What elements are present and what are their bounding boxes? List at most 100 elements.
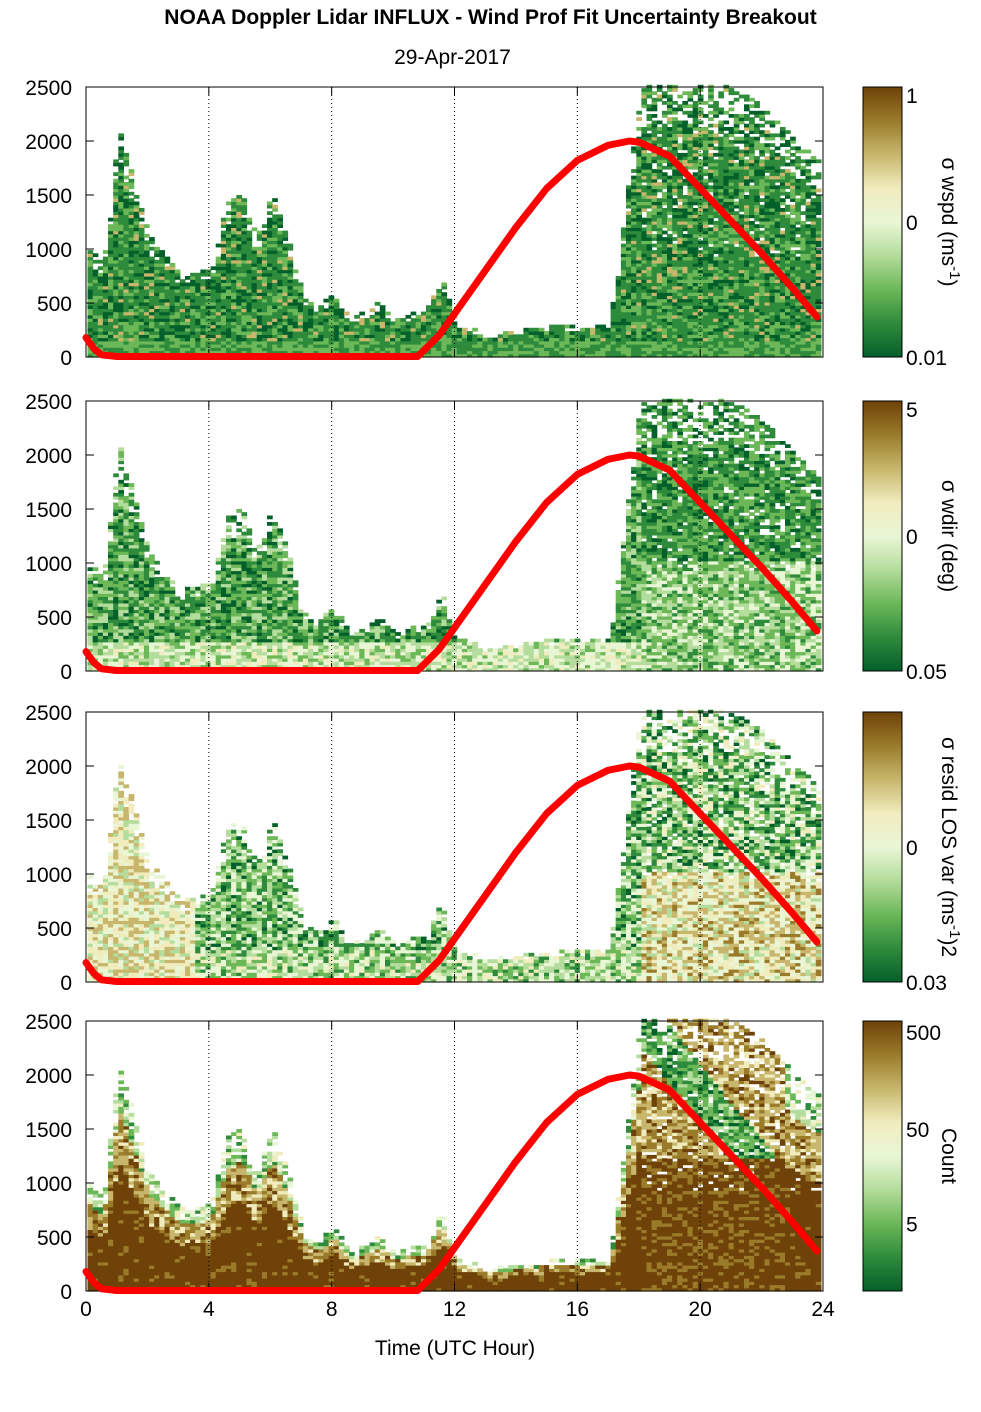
heatmap-cell bbox=[220, 272, 227, 277]
heatmap-cell bbox=[810, 269, 817, 274]
heatmap-cell bbox=[190, 340, 196, 345]
heatmap-cell bbox=[426, 353, 432, 358]
heatmap-cell bbox=[92, 298, 99, 303]
heatmap-cell bbox=[267, 243, 273, 248]
heatmap-cell bbox=[677, 350, 683, 355]
heatmap-cell bbox=[744, 230, 750, 235]
heatmap-cell bbox=[251, 318, 258, 322]
heatmap-cell bbox=[461, 347, 468, 352]
heatmap-cell bbox=[108, 314, 114, 319]
heatmap-cell bbox=[733, 301, 740, 306]
heatmap-cell bbox=[231, 340, 237, 345]
heatmap-cell bbox=[805, 259, 812, 264]
heatmap-cell bbox=[569, 347, 576, 352]
heatmap-cell bbox=[128, 185, 135, 190]
heatmap-cell bbox=[364, 340, 371, 345]
heatmap-cell bbox=[487, 340, 494, 345]
heatmap-cell bbox=[805, 149, 812, 154]
heatmap-cell bbox=[215, 289, 222, 293]
heatmap-cell bbox=[790, 298, 796, 303]
heatmap-cell bbox=[220, 285, 227, 290]
heatmap-cell bbox=[323, 324, 330, 329]
heatmap-cell bbox=[287, 344, 294, 348]
heatmap-cell bbox=[815, 292, 822, 296]
heatmap-cell bbox=[769, 198, 776, 202]
heatmap-cell bbox=[446, 308, 453, 313]
heatmap-cell bbox=[287, 321, 294, 326]
heatmap-cell bbox=[477, 340, 483, 345]
heatmap-cell bbox=[661, 143, 668, 147]
heatmap-cell bbox=[682, 224, 689, 228]
heatmap-cell bbox=[738, 120, 745, 125]
heatmap-cell bbox=[738, 347, 745, 352]
heatmap-cell bbox=[533, 337, 540, 342]
heatmap-cell bbox=[328, 314, 335, 319]
heatmap-cell bbox=[241, 233, 248, 238]
heatmap-cell bbox=[779, 253, 786, 258]
heatmap-cell bbox=[267, 253, 273, 258]
heatmap-cell bbox=[815, 243, 822, 248]
heatmap-cell bbox=[800, 350, 807, 355]
heatmap-cell bbox=[656, 311, 663, 316]
heatmap-cell bbox=[231, 211, 237, 215]
heatmap-cell bbox=[123, 256, 130, 261]
heatmap-cell bbox=[97, 308, 104, 313]
heatmap-cell bbox=[661, 298, 668, 303]
heatmap-cell bbox=[687, 240, 694, 245]
heatmap-cell bbox=[538, 353, 545, 358]
heatmap-cell bbox=[749, 162, 755, 167]
heatmap-cell bbox=[267, 217, 273, 222]
heatmap-cell bbox=[646, 224, 653, 228]
heatmap-cell bbox=[123, 175, 130, 180]
heatmap-cell bbox=[764, 224, 771, 228]
heatmap-cell bbox=[651, 159, 658, 164]
heatmap-cell bbox=[497, 334, 504, 339]
heatmap-cell bbox=[723, 185, 730, 190]
heatmap-cell bbox=[174, 314, 181, 319]
heatmap-cell bbox=[769, 301, 776, 306]
heatmap-cell bbox=[241, 314, 248, 319]
heatmap-cell bbox=[631, 233, 637, 238]
heatmap-cell bbox=[138, 263, 145, 267]
heatmap-cell bbox=[744, 321, 750, 326]
heatmap-cell bbox=[785, 195, 791, 199]
heatmap-cell bbox=[595, 344, 601, 348]
heatmap-cell bbox=[461, 331, 468, 335]
heatmap-cell bbox=[415, 337, 422, 342]
heatmap-cell bbox=[287, 266, 294, 271]
heatmap-cell bbox=[733, 311, 740, 316]
heatmap-cell bbox=[754, 127, 760, 131]
heatmap-cell bbox=[795, 227, 801, 232]
heatmap-cell bbox=[779, 201, 786, 206]
heatmap-cell bbox=[349, 327, 355, 332]
heatmap-cell bbox=[210, 327, 217, 332]
heatmap-cell bbox=[133, 279, 140, 283]
heatmap-cell bbox=[677, 94, 683, 99]
heatmap-cell bbox=[702, 266, 709, 271]
heatmap-cell bbox=[656, 188, 663, 193]
heatmap-cell bbox=[174, 285, 181, 290]
heatmap-cell bbox=[118, 298, 124, 303]
heatmap-cell bbox=[754, 318, 760, 322]
heatmap-cell bbox=[92, 292, 99, 296]
heatmap-cell bbox=[713, 285, 719, 290]
heatmap-cell bbox=[718, 156, 724, 160]
heatmap-cell bbox=[800, 318, 807, 322]
heatmap-cell bbox=[605, 334, 612, 339]
heatmap-cell bbox=[267, 220, 273, 225]
heatmap-cell bbox=[749, 266, 755, 271]
heatmap-cell bbox=[687, 149, 694, 154]
heatmap-cell bbox=[682, 91, 689, 96]
heatmap-cell bbox=[651, 104, 658, 109]
heatmap-cell bbox=[508, 337, 514, 342]
heatmap-cell bbox=[636, 172, 642, 177]
heatmap-cell bbox=[138, 292, 145, 296]
heatmap-cell bbox=[656, 301, 663, 306]
heatmap-cell bbox=[267, 308, 273, 313]
heatmap-cell bbox=[738, 191, 745, 196]
heatmap-cell bbox=[179, 298, 186, 303]
heatmap-cell bbox=[185, 340, 191, 345]
heatmap-cell bbox=[308, 344, 314, 348]
heatmap-cell bbox=[661, 136, 668, 141]
heatmap-cell bbox=[749, 269, 755, 274]
